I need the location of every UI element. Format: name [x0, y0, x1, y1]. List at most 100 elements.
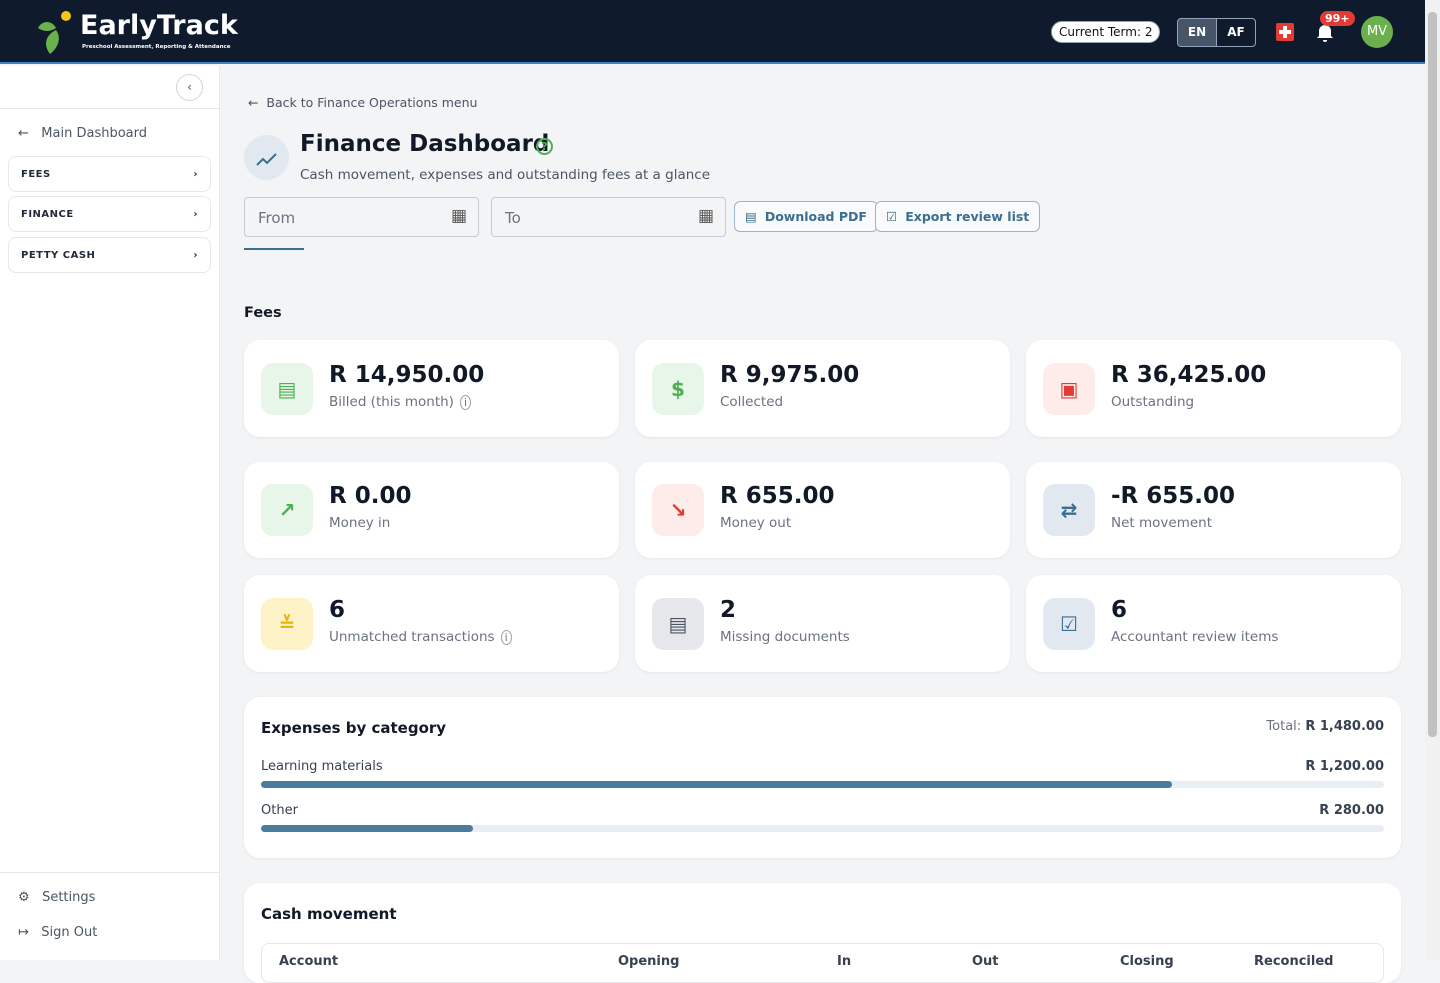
- avatar[interactable]: MV: [1361, 16, 1393, 48]
- lang-en[interactable]: EN: [1177, 18, 1217, 47]
- panel-title: Expenses by category: [261, 719, 447, 737]
- stat-icon: ≚: [261, 597, 313, 650]
- stat-card: ☑ 6 Accountant review items: [1026, 575, 1401, 672]
- stat-card: ⇄ -R 655.00 Net movement: [1026, 462, 1401, 558]
- stat-icon: ▣: [1043, 362, 1095, 415]
- settings-link[interactable]: ⚙ Settings: [18, 890, 96, 905]
- stat-icon: $: [652, 362, 704, 415]
- link-text: Settings: [42, 890, 96, 905]
- stat-value: 6: [1111, 596, 1128, 623]
- stat-icon: ▤: [261, 362, 313, 415]
- stat-card: $ R 9,975.00 Collected: [635, 340, 1010, 437]
- stat-value: -R 655.00: [1111, 483, 1236, 509]
- title-icon: [244, 135, 289, 180]
- menu-label: FEES: [21, 168, 51, 180]
- total-label: Total:: [1266, 719, 1302, 734]
- divider: [0, 872, 219, 873]
- bar-track: [261, 825, 1384, 832]
- collapse-button[interactable]: ‹: [176, 74, 203, 101]
- stat-icon: ⇄: [1043, 484, 1095, 536]
- stat-label: Billed (this month) i: [329, 394, 472, 410]
- link-text: Back to Finance Operations menu: [266, 95, 478, 110]
- stat-value: R 9,975.00: [720, 361, 860, 388]
- placeholder: From: [258, 209, 296, 227]
- stat-card: ▤ 2 Missing documents: [635, 575, 1010, 672]
- to-input[interactable]: To ▦: [491, 197, 726, 237]
- tab-indicator: [244, 248, 304, 250]
- stat-card: ↗ R 0.00 Money in: [244, 462, 619, 558]
- menu-item[interactable]: FEES ›: [8, 156, 211, 192]
- stat-card: ▣ R 36,425.00 Outstanding: [1026, 340, 1401, 437]
- stat-icon: ↗: [261, 484, 313, 536]
- stat-label: Money out: [720, 515, 792, 531]
- button-label: Export review list: [905, 209, 1030, 224]
- column-header: Opening: [618, 954, 680, 969]
- menu-item[interactable]: PETTY CASH ›: [8, 237, 211, 273]
- help-icon[interactable]: ?: [536, 138, 553, 155]
- stat-icon: ☑: [1043, 597, 1095, 650]
- category-amount: R 280.00: [1319, 803, 1384, 818]
- logo-icon: [38, 11, 71, 54]
- page-title: Finance Dashboard: [300, 131, 550, 157]
- stat-label: Net movement: [1111, 515, 1212, 531]
- bell-icon[interactable]: [1315, 23, 1335, 43]
- menu-item[interactable]: FINANCE ›: [8, 196, 211, 232]
- info-icon: i: [459, 394, 472, 410]
- page-subtitle: Cash movement, expenses and outstanding …: [300, 167, 711, 183]
- download-pdf-button[interactable]: ▤ Download PDF: [734, 201, 878, 232]
- stat-value: R 0.00: [329, 483, 412, 509]
- export-button[interactable]: ☑ Export review list: [875, 201, 1041, 232]
- cash-panel: Cash movement Account Opening In Out Closing…: [244, 883, 1401, 983]
- link-text: Main Dashboard: [41, 126, 147, 141]
- bar: [261, 825, 474, 832]
- term-badge[interactable]: Current Term: 2: [1051, 21, 1161, 43]
- stat-card: ≚ 6 Unmatched transactions i: [244, 575, 619, 672]
- tagline: Preschool Assessment, Reporting & Attend…: [82, 44, 231, 50]
- link-text: Sign Out: [41, 925, 98, 940]
- stat-icon: ↘: [652, 484, 704, 536]
- scrollbar[interactable]: [1425, 0, 1440, 960]
- first-aid-icon[interactable]: [1276, 23, 1294, 41]
- stat-value: R 14,950.00: [329, 361, 485, 388]
- brand: EarlyTrack: [80, 10, 238, 41]
- stat-label: Collected: [720, 393, 784, 410]
- cash-table: Account Opening In Out Closing Reconciled: [261, 943, 1384, 983]
- from-input[interactable]: From ▦: [244, 197, 479, 237]
- menu-label: PETTY CASH: [21, 249, 96, 261]
- category-name: Other: [261, 803, 298, 818]
- stat-card: ▤ R 14,950.00 Billed (this month) i: [244, 340, 619, 437]
- placeholder: To: [505, 209, 521, 227]
- sign-out-link[interactable]: ↦ Sign Out: [18, 925, 98, 940]
- panel-title: Cash movement: [261, 905, 397, 923]
- stat-label: Accountant review items: [1111, 628, 1279, 645]
- total: Total: R 1,480.00: [1266, 719, 1384, 734]
- button-label: Download PDF: [764, 209, 867, 224]
- column-header: In: [837, 954, 852, 969]
- column-header: Reconciled: [1254, 954, 1334, 969]
- stat-label: Outstanding: [1111, 393, 1195, 410]
- menu-label: FINANCE: [21, 208, 74, 220]
- divider: [0, 108, 219, 109]
- stat-label: Unmatched transactions i: [329, 629, 512, 645]
- stat-value: 6: [329, 596, 346, 623]
- stat-label: Missing documents: [720, 628, 850, 645]
- lang-af[interactable]: AF: [1216, 18, 1256, 47]
- total-value: R 1,480.00: [1305, 719, 1384, 734]
- notification-count: 99+: [1320, 11, 1355, 26]
- stat-value: R 655.00: [720, 483, 835, 509]
- stat-icon: ▤: [652, 597, 704, 650]
- section-title: Fees: [244, 305, 282, 321]
- main-dashboard-link[interactable]: ← Main Dashboard: [18, 126, 147, 141]
- column-header: Closing: [1120, 954, 1174, 969]
- stat-value: 2: [720, 596, 737, 623]
- category-amount: R 1,200.00: [1305, 759, 1384, 774]
- category-name: Learning materials: [261, 759, 383, 774]
- top-bar: EarlyTrack Preschool Assessment, Reporti…: [0, 0, 1425, 64]
- stat-value: R 36,425.00: [1111, 361, 1267, 388]
- bar: [261, 781, 1172, 788]
- sidebar: ‹ ← Main Dashboard FEES › FINANCE › PETTY …: [0, 66, 220, 960]
- info-icon: i: [500, 629, 512, 645]
- back-link[interactable]: ← Back to Finance Operations menu: [248, 95, 478, 110]
- column-header: Out: [972, 954, 999, 969]
